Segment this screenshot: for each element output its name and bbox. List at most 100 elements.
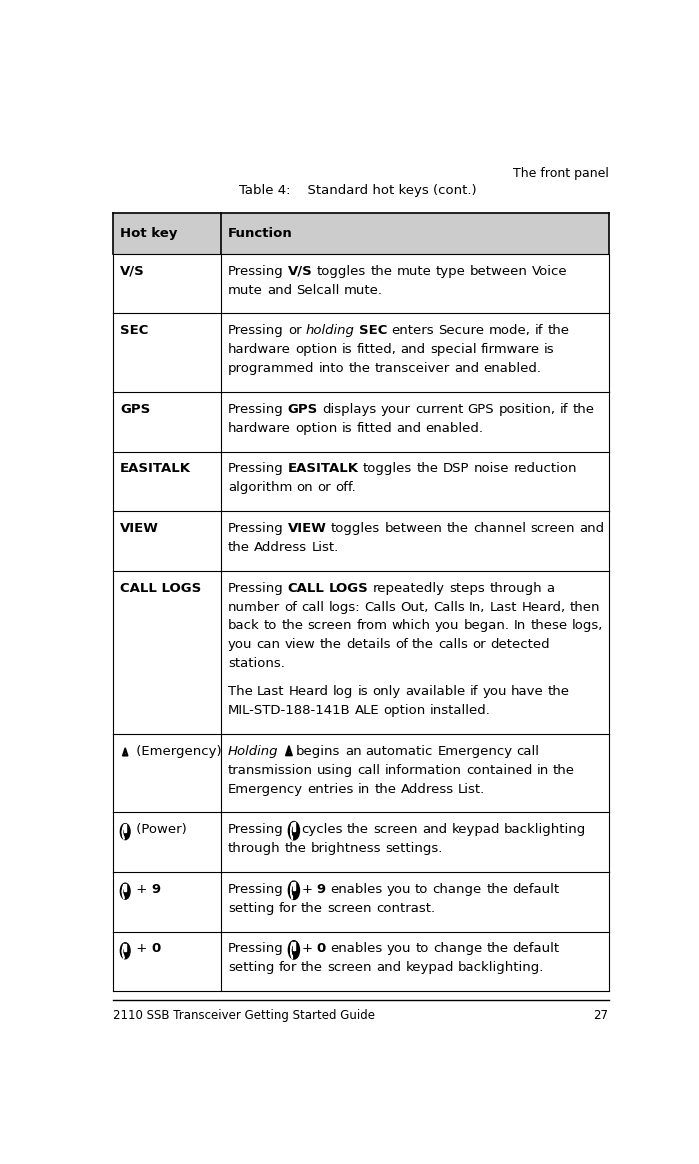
Text: ALE: ALE	[355, 704, 380, 717]
Text: Pressing: Pressing	[228, 403, 284, 416]
Text: screen: screen	[308, 619, 352, 632]
Text: The: The	[228, 686, 253, 698]
Text: +: +	[301, 882, 312, 896]
Text: setting: setting	[228, 902, 274, 915]
Bar	[293, 823, 295, 831]
Text: V/S: V/S	[120, 264, 145, 278]
Text: (Emergency): (Emergency)	[131, 745, 222, 758]
Text: enables: enables	[330, 882, 382, 896]
Text: the: the	[348, 362, 370, 375]
Text: type: type	[435, 264, 466, 278]
Text: off.: off.	[336, 482, 356, 495]
Text: fitted,: fitted,	[356, 343, 396, 356]
Text: toggles: toggles	[331, 521, 380, 535]
Text: the: the	[553, 764, 575, 776]
Text: details: details	[346, 639, 391, 652]
Text: or: or	[473, 639, 486, 652]
Text: and: and	[579, 521, 604, 535]
Text: these: these	[531, 619, 568, 632]
Text: on: on	[296, 482, 313, 495]
Text: screen: screen	[327, 902, 372, 915]
Text: Address: Address	[401, 782, 454, 795]
Text: keypad: keypad	[452, 823, 500, 836]
Text: enabled.: enabled.	[484, 362, 542, 375]
Text: Secure: Secure	[438, 325, 484, 338]
Bar	[113, 213, 609, 254]
Text: the: the	[370, 264, 392, 278]
Text: if: if	[470, 686, 478, 698]
Text: 9: 9	[151, 882, 160, 896]
Text: EASITALK: EASITALK	[288, 462, 359, 475]
Bar	[293, 882, 295, 890]
Text: if: if	[535, 325, 543, 338]
Text: and: and	[401, 343, 426, 356]
Text: +: +	[301, 943, 312, 956]
Text: to: to	[415, 943, 428, 956]
Text: Last: Last	[257, 686, 284, 698]
Text: (Power): (Power)	[131, 823, 187, 836]
Text: option: option	[295, 343, 337, 356]
Text: available: available	[405, 686, 466, 698]
Text: programmed: programmed	[228, 362, 315, 375]
Text: reduction: reduction	[513, 462, 577, 475]
Text: 0: 0	[317, 943, 326, 956]
Text: The front panel: The front panel	[512, 166, 609, 179]
Text: Hot key: Hot key	[120, 227, 178, 240]
Text: to: to	[415, 882, 428, 896]
Text: Emergency: Emergency	[228, 782, 303, 795]
Text: hardware: hardware	[228, 343, 291, 356]
Text: in: in	[537, 764, 549, 776]
Text: then: then	[570, 601, 600, 613]
Text: special: special	[430, 343, 477, 356]
Text: Pressing: Pressing	[228, 462, 284, 475]
Bar	[124, 944, 126, 951]
Text: Calls: Calls	[364, 601, 396, 613]
Text: SEC: SEC	[359, 325, 387, 338]
Text: enters: enters	[391, 325, 434, 338]
Text: change: change	[433, 943, 482, 956]
Text: of: of	[284, 601, 297, 613]
Text: log: log	[333, 686, 353, 698]
Text: only: only	[373, 686, 401, 698]
Text: toggles: toggles	[363, 462, 412, 475]
Text: 2110 SSB Transceiver Getting Started Guide: 2110 SSB Transceiver Getting Started Gui…	[113, 1009, 375, 1022]
Text: if: if	[560, 403, 568, 416]
Text: information: information	[384, 764, 462, 776]
Text: the: the	[284, 843, 307, 856]
Text: SEC: SEC	[120, 325, 148, 338]
Text: enables: enables	[330, 943, 382, 956]
Text: in: in	[358, 782, 370, 795]
Text: number: number	[228, 601, 280, 613]
Text: the: the	[301, 961, 323, 974]
Text: algorithm: algorithm	[228, 482, 292, 495]
Text: the: the	[547, 325, 570, 338]
Text: Pressing: Pressing	[228, 943, 284, 956]
Text: or: or	[317, 482, 331, 495]
Text: have: have	[511, 686, 544, 698]
Text: and: and	[396, 421, 421, 434]
Text: mode,: mode,	[489, 325, 531, 338]
Text: repeatedly: repeatedly	[373, 582, 445, 595]
Text: through: through	[489, 582, 542, 595]
Text: brightness: brightness	[311, 843, 382, 856]
Text: or: or	[288, 325, 301, 338]
Text: you: you	[387, 943, 411, 956]
Text: the: the	[417, 462, 438, 475]
Text: the: the	[347, 823, 369, 836]
Text: option: option	[384, 704, 426, 717]
Text: V/S: V/S	[288, 264, 312, 278]
Text: 0: 0	[151, 943, 161, 956]
Text: List.: List.	[312, 541, 339, 554]
Text: of: of	[395, 639, 408, 652]
Text: 9: 9	[317, 882, 326, 896]
Text: option: option	[295, 421, 337, 434]
Text: you: you	[482, 686, 507, 698]
Text: keypad: keypad	[405, 961, 454, 974]
Text: and: and	[454, 362, 480, 375]
Text: began.: began.	[463, 619, 510, 632]
Text: detected: detected	[490, 639, 550, 652]
Text: the: the	[548, 686, 570, 698]
Bar	[124, 824, 126, 831]
Circle shape	[289, 822, 299, 840]
Text: holding: holding	[305, 325, 354, 338]
